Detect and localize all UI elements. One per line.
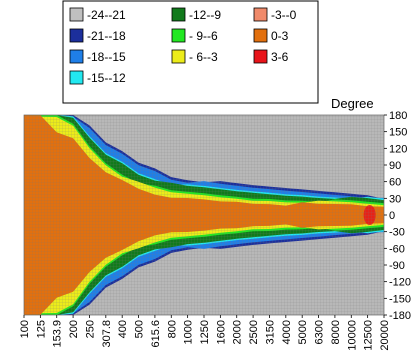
x-tick-label: 8000 [330,320,342,344]
legend-swatch [171,28,186,43]
x-tick-label: 4000 [281,320,293,344]
legend-swatch [69,70,84,85]
y-tick-label: 0 [389,210,395,222]
x-tick-label: 2000 [232,320,244,344]
x-tick-label: 3150 [264,320,276,344]
x-tick-label: 615.6 [150,320,162,348]
legend-label: - 6--3 [189,50,218,64]
x-tick-label: 1600 [215,320,227,344]
x-tick-label: 400 [117,320,129,338]
legend-swatch [171,7,186,22]
y-axis-ticks: 180 150 120 90 60 30 0 -30 -60 -90 -120 -150 -180 [384,110,411,322]
y-tick-label: 90 [389,160,401,172]
x-axis-ticks: 100 125 153.9 200 250 307.8 400 500 615.6 800 1000… [19,315,391,351]
x-tick-label: 100 [19,320,31,338]
x-tick-label: 10000 [346,320,358,351]
x-tick-label: 1250 [199,320,211,344]
legend-swatch [253,7,268,22]
x-tick-label: 20000 [379,320,391,351]
y-tick-label: -60 [389,243,405,255]
x-tick-label: 1000 [183,320,195,344]
legend-label: -21--18 [87,29,126,43]
x-tick-label: 200 [68,320,80,338]
legend-label: -18--15 [87,50,126,64]
legend-swatch [69,7,84,22]
y-tick-label: -120 [389,277,411,289]
x-tick-label: 153.9 [52,320,64,348]
legend-swatch [69,28,84,43]
legend-swatch [253,49,268,64]
legend-swatch [69,49,84,64]
x-tick-label: 6300 [314,320,326,344]
x-tick-label: 250 [84,320,96,338]
legend-swatch [253,28,268,43]
legend-label: -3--0 [271,8,297,22]
x-tick-label: 800 [166,320,178,338]
legend-label: -12--9 [189,8,221,22]
legend-label: -24--21 [87,8,126,22]
y-tick-label: 60 [389,177,401,189]
y-tick-label: -90 [389,260,405,272]
legend-label: - 9--6 [189,29,218,43]
plot-grid [24,115,384,315]
plot-area [24,115,384,315]
legend-label: -15--12 [87,71,126,85]
y-tick-label: 150 [389,127,407,139]
x-tick-label: 5000 [297,320,309,344]
chart-legend: -24--21 -21--18 -18--15 -15--12 -12--9 - 9--6… [62,0,319,104]
x-tick-label: 500 [134,320,146,338]
legend-label: 3-6 [271,50,289,64]
x-tick-label: 12500 [363,320,375,351]
x-tick-label: 307.8 [101,320,113,348]
y-tick-label: -180 [389,310,411,322]
x-tick-label: 2500 [248,320,260,344]
legend-label: 0-3 [271,29,289,43]
y-tick-label: 120 [389,143,407,155]
y-tick-label: -150 [389,293,411,305]
x-tick-label: 125 [35,320,47,338]
legend-swatch [171,49,186,64]
y-tick-label: 180 [389,110,407,122]
y-tick-label: -30 [389,227,405,239]
y-tick-label: 30 [389,193,401,205]
y-axis-label: Degree [331,96,374,111]
